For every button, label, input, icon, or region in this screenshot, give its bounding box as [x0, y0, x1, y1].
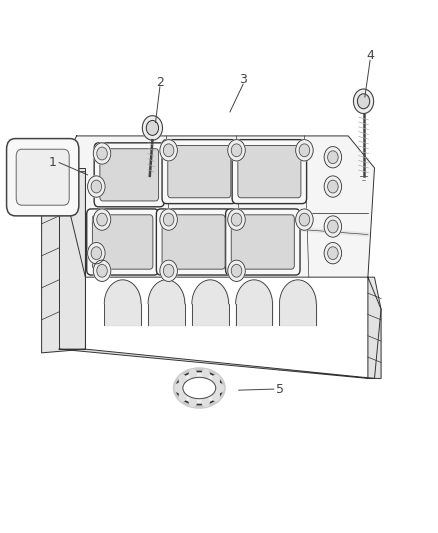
Circle shape	[160, 209, 177, 230]
Circle shape	[324, 216, 342, 237]
Circle shape	[160, 140, 177, 161]
Circle shape	[88, 176, 105, 197]
Circle shape	[296, 209, 313, 230]
Circle shape	[216, 384, 223, 392]
Circle shape	[212, 392, 219, 401]
Circle shape	[88, 243, 105, 264]
Polygon shape	[59, 168, 85, 349]
Circle shape	[228, 260, 245, 281]
Circle shape	[146, 120, 159, 135]
Polygon shape	[368, 277, 381, 378]
Circle shape	[231, 213, 242, 226]
Circle shape	[324, 176, 342, 197]
Circle shape	[93, 260, 111, 281]
Ellipse shape	[173, 367, 226, 409]
Circle shape	[328, 220, 338, 233]
Circle shape	[97, 213, 107, 226]
FancyBboxPatch shape	[94, 143, 164, 207]
FancyBboxPatch shape	[100, 149, 159, 201]
Text: 5: 5	[276, 383, 284, 395]
Circle shape	[163, 144, 174, 157]
Circle shape	[212, 375, 219, 384]
Circle shape	[97, 264, 107, 277]
FancyBboxPatch shape	[168, 146, 231, 198]
Ellipse shape	[176, 372, 223, 405]
Circle shape	[202, 398, 209, 407]
FancyBboxPatch shape	[232, 140, 307, 204]
Circle shape	[202, 369, 209, 378]
Circle shape	[299, 144, 310, 157]
Circle shape	[91, 247, 102, 260]
FancyBboxPatch shape	[92, 215, 153, 269]
FancyBboxPatch shape	[226, 209, 300, 275]
Circle shape	[179, 375, 186, 384]
Circle shape	[163, 264, 174, 277]
FancyBboxPatch shape	[231, 215, 294, 269]
Circle shape	[228, 140, 245, 161]
Circle shape	[97, 147, 107, 160]
Text: 1: 1	[49, 156, 57, 169]
Ellipse shape	[183, 377, 216, 399]
Circle shape	[142, 116, 162, 140]
Polygon shape	[42, 172, 85, 353]
Circle shape	[357, 94, 370, 109]
Polygon shape	[59, 136, 374, 277]
Circle shape	[189, 398, 196, 407]
FancyBboxPatch shape	[7, 139, 79, 216]
FancyBboxPatch shape	[87, 209, 159, 275]
Circle shape	[189, 369, 196, 378]
Text: 3: 3	[239, 74, 247, 86]
Text: 4: 4	[366, 50, 374, 62]
Circle shape	[160, 260, 177, 281]
Circle shape	[328, 247, 338, 260]
FancyBboxPatch shape	[162, 140, 237, 204]
Circle shape	[299, 213, 310, 226]
Circle shape	[231, 144, 242, 157]
Circle shape	[324, 243, 342, 264]
Circle shape	[328, 151, 338, 164]
Circle shape	[353, 89, 374, 114]
FancyBboxPatch shape	[238, 146, 301, 198]
Circle shape	[296, 140, 313, 161]
FancyBboxPatch shape	[162, 215, 225, 269]
Circle shape	[228, 209, 245, 230]
Circle shape	[231, 264, 242, 277]
FancyBboxPatch shape	[156, 209, 231, 275]
Circle shape	[328, 180, 338, 193]
Circle shape	[93, 209, 111, 230]
Polygon shape	[368, 277, 381, 378]
Circle shape	[91, 180, 102, 193]
Circle shape	[179, 392, 186, 401]
Circle shape	[324, 147, 342, 168]
Polygon shape	[59, 349, 374, 378]
Circle shape	[93, 143, 111, 164]
Circle shape	[163, 213, 174, 226]
Circle shape	[175, 384, 182, 392]
Text: 2: 2	[156, 76, 164, 89]
FancyBboxPatch shape	[16, 149, 69, 205]
